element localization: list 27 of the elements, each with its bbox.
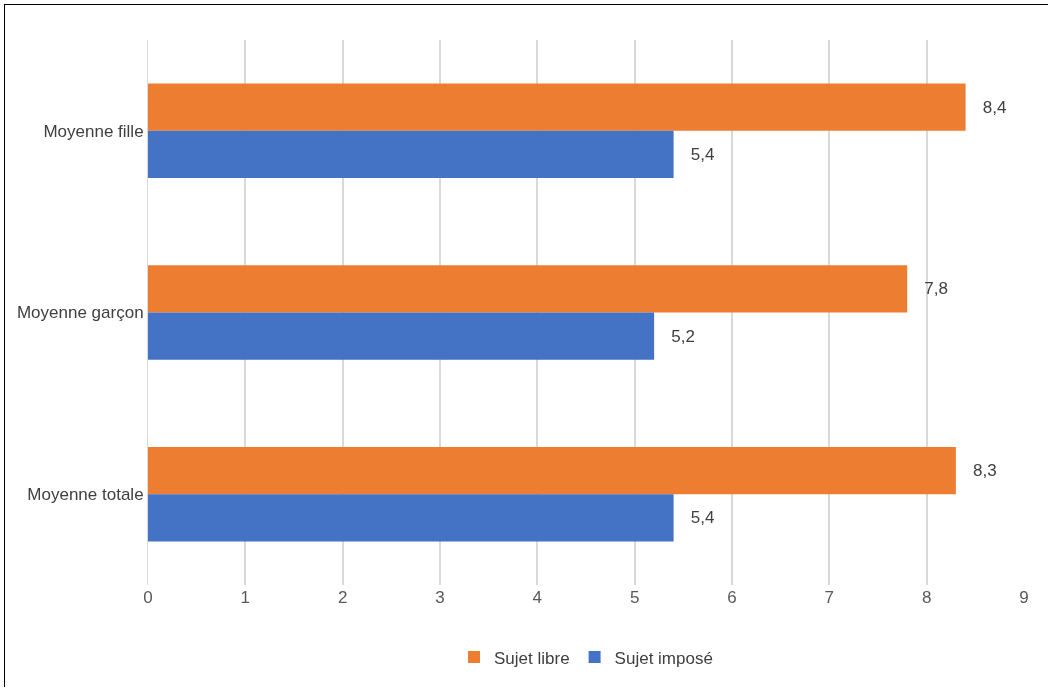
- x-tick-label: 4: [532, 588, 543, 607]
- data-label: 5,2: [657, 326, 695, 346]
- y-tick-label: Moyenne totale: [27, 485, 144, 505]
- y-tick-label: Moyenne garçon: [16, 303, 144, 323]
- bar: [148, 312, 655, 360]
- x-tick-label: 2: [337, 588, 348, 607]
- x-tick-label: 3: [435, 588, 445, 607]
- bar: [148, 130, 674, 179]
- x-tick-label: 8: [921, 588, 932, 607]
- y-tick-label: Moyenne fille: [43, 121, 144, 141]
- bar: [148, 494, 674, 542]
- x-tick-label: 6: [727, 588, 737, 607]
- bar: [148, 83, 966, 131]
- x-tick-label: 9: [1019, 588, 1029, 607]
- data-label: 5,4: [676, 144, 715, 164]
- data-label: 5,4: [676, 508, 715, 528]
- x-tick-label: 7: [824, 588, 835, 607]
- data-label: 8,4: [968, 97, 1007, 117]
- data-label: 7,8: [910, 279, 949, 299]
- x-tick-label: 1: [240, 588, 251, 607]
- x-tick-label: 0: [143, 588, 153, 607]
- legend-label: Sujet libre: [494, 648, 570, 668]
- data-label: 8,3: [958, 461, 997, 481]
- bar: [148, 446, 956, 495]
- bar: [148, 265, 908, 313]
- x-tick-label: 5: [629, 588, 640, 607]
- legend-label: Sujet imposé: [614, 648, 713, 668]
